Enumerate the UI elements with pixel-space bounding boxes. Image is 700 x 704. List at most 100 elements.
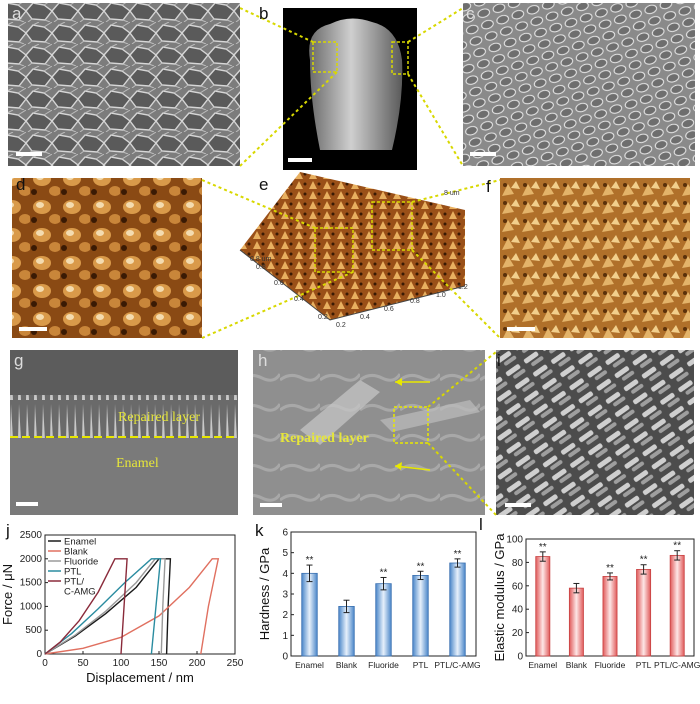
chart-k-category-label: Enamel	[295, 660, 324, 670]
panel-label-c: c	[466, 4, 475, 23]
panel-e-xtick: 0.2	[336, 322, 346, 329]
chart-l-ytick-label: 40	[512, 605, 524, 616]
chart-l-category-label: Blank	[566, 660, 588, 670]
chart-j-xtick-label: 250	[227, 658, 244, 669]
panel-e-ytick: 0.8	[256, 264, 266, 271]
panel-e-z-label: 8 um	[444, 190, 460, 197]
chart-l-ytick-label: 0	[517, 652, 523, 663]
chart-k-ytick-label: 4	[282, 569, 288, 580]
chart-j-series-line	[44, 558, 128, 655]
connectors-row3	[427, 351, 497, 516]
panel-a-scale-bar	[16, 152, 42, 156]
chart-j-series-line	[44, 558, 162, 655]
chart-k-ytick-label: 1	[282, 631, 288, 642]
chart-l-significance: **	[539, 542, 547, 553]
panel-e-xtick: 1.0	[436, 292, 446, 299]
chart-j-ytick-label: 500	[25, 625, 42, 636]
panel-h-roi	[393, 406, 429, 444]
panel-e-xtick: 0.4	[360, 314, 370, 321]
chart-j-xtick-label: 50	[77, 658, 89, 669]
chart-j-ylabel: Force / μN	[0, 564, 15, 625]
chart-k-ylabel: Hardness / GPa	[257, 547, 272, 640]
panel-h-repaired-label: Repaired layer	[280, 431, 369, 446]
panel-c-sem-image	[463, 3, 695, 166]
chart-l-bar	[669, 554, 685, 657]
chart-l-category-label: Enamel	[528, 660, 557, 670]
panel-g-enamel-label: Enamel	[116, 456, 159, 471]
chart-l-ytick-label: 20	[512, 628, 524, 639]
panel-b-roi-left	[312, 41, 338, 73]
chart-k-ytick-label: 5	[282, 548, 288, 559]
panel-label-j: j	[6, 521, 10, 540]
panel-label-b: b	[259, 4, 269, 23]
panel-e-roi-left	[314, 227, 354, 273]
chart-l-significance: **	[606, 563, 614, 574]
chart-k-bar	[338, 606, 355, 657]
panel-b-roi-right	[391, 41, 409, 75]
panel-i-sem-image	[496, 350, 694, 515]
chart-l-ytick-label: 100	[506, 535, 523, 546]
chart-k-significance: **	[306, 555, 314, 566]
panel-e-ytick: 0.6	[274, 280, 284, 287]
panel-label-l: l	[479, 515, 483, 534]
chart-k-significance: **	[454, 549, 462, 560]
panel-e-xtick: 1.2	[458, 284, 468, 291]
chart-k-category-label: Fluoride	[368, 660, 399, 670]
panel-f-afm-image	[500, 178, 690, 338]
chart-j-xtick-label: 0	[42, 658, 48, 669]
panel-label-h: h	[258, 351, 268, 370]
chart-k-ytick-label: 0	[282, 652, 288, 663]
chart-j-legend-label: PTL/	[64, 577, 84, 588]
panel-label-a: a	[12, 4, 22, 23]
chart-j-legend-label: Blank	[64, 547, 88, 558]
chart-k-bar	[449, 562, 466, 657]
chart-k-bar	[375, 583, 392, 657]
chart-k-category-label: PTL/C-AMG	[434, 660, 480, 670]
chart-j-xtick-label: 100	[113, 658, 130, 669]
chart-k-ytick-label: 2	[282, 610, 288, 621]
panel-h-sem-image	[253, 350, 485, 515]
panel-e-xtick: 0.6	[384, 306, 394, 313]
chart-j-xlabel: Displacement / nm	[86, 670, 194, 685]
chart-l-ytick-label: 80	[512, 558, 524, 569]
chart-l-bar	[602, 576, 618, 657]
chart-l-ylabel: Elastic modulus / GPa	[492, 533, 507, 662]
chart-j-ytick-label: 2000	[20, 554, 43, 565]
panel-e-ytick: 0.2	[318, 314, 328, 321]
panel-label-g: g	[14, 351, 24, 370]
chart-l-bar	[535, 556, 551, 657]
chart-l-significance: **	[673, 541, 681, 552]
panel-f-scale-bar	[507, 327, 535, 331]
panel-e-ytick: 0.4	[294, 296, 304, 303]
chart-j-legend-label: Enamel	[64, 537, 96, 548]
chart-j-legend-label: Fluoride	[64, 557, 98, 568]
panel-label-f: f	[486, 177, 491, 196]
chart-j-force-displacement: 0 50 100 150 200 25005001000150020002500Displ…	[0, 530, 244, 685]
chart-k-significance: **	[380, 567, 388, 578]
chart-j-legend-label: PTL	[64, 567, 81, 578]
panel-d-scale-bar	[19, 327, 47, 331]
panel-label-k: k	[255, 521, 264, 540]
chart-j-series-line	[44, 558, 220, 655]
chart-l-category-label: Fluoride	[595, 660, 626, 670]
panel-label-e: e	[259, 175, 269, 194]
chart-j-ytick-label: 1500	[20, 578, 43, 589]
chart-k-ytick-label: 6	[282, 528, 288, 539]
panel-label-i: i	[497, 351, 501, 370]
panel-i-scale-bar	[505, 503, 531, 507]
chart-l-category-label: PTL	[636, 660, 652, 670]
panel-g-scale-bar	[16, 502, 38, 506]
panel-a-sem-image	[8, 3, 240, 166]
panel-g-repaired-label: Repaired layer	[118, 410, 201, 425]
chart-k-hardness: 0 1 2 3 4 5 6 Hardness / GPa ** Enamel Blank ** Fluo…	[257, 528, 481, 671]
panel-b-scale-bar	[288, 158, 312, 162]
panel-e-unit-label: 0.8 um	[250, 256, 272, 263]
chart-k-ytick-label: 3	[282, 590, 288, 601]
connectors-row2	[201, 179, 501, 339]
chart-l-category-label: PTL/C-AMG	[654, 660, 700, 670]
chart-j-ytick-label: 2500	[20, 530, 43, 541]
chart-l-bar	[568, 587, 584, 657]
chart-k-category-label: PTL	[413, 660, 429, 670]
panel-e-xtick: 0.8	[410, 298, 420, 305]
chart-l-significance: **	[640, 555, 648, 566]
